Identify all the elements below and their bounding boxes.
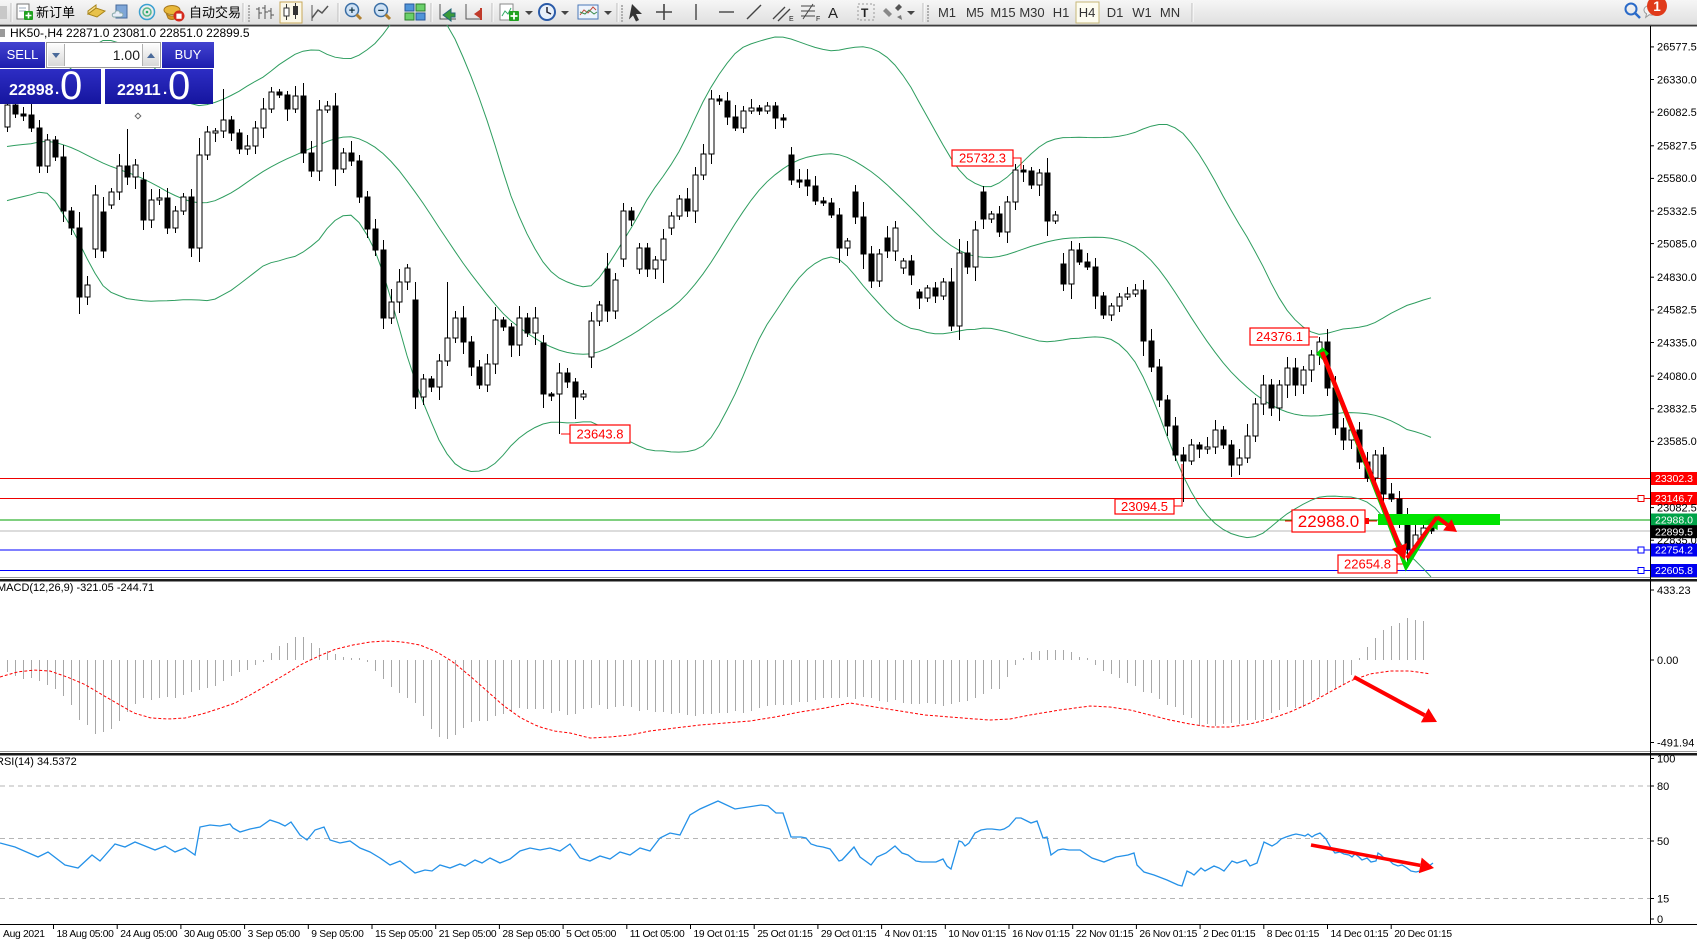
- svg-text:MACD(12,26,9) -321.05 -244.71: MACD(12,26,9) -321.05 -244.71: [0, 582, 154, 594]
- svg-text:RSI(14) 34.5372: RSI(14) 34.5372: [0, 756, 77, 768]
- svg-text:23585.0: 23585.0: [1657, 436, 1697, 448]
- svg-text:+: +: [349, 5, 355, 17]
- svg-text:25085.0: 25085.0: [1657, 238, 1697, 250]
- svg-text:9 Sep 05:00: 9 Sep 05:00: [311, 929, 364, 940]
- svg-text:M1: M1: [938, 5, 956, 20]
- svg-text:Aug 2021: Aug 2021: [3, 929, 45, 940]
- svg-text:E: E: [789, 16, 794, 23]
- svg-text:H1: H1: [1053, 5, 1070, 20]
- svg-text:19 Oct 01:15: 19 Oct 01:15: [694, 929, 750, 940]
- svg-text:24830.0: 24830.0: [1657, 272, 1697, 284]
- svg-text:25332.5: 25332.5: [1657, 206, 1697, 218]
- svg-text:8 Dec 01:15: 8 Dec 01:15: [1267, 929, 1320, 940]
- svg-text:M15: M15: [990, 5, 1015, 20]
- svg-text:18 Aug 05:00: 18 Aug 05:00: [57, 929, 115, 940]
- svg-text:25827.5: 25827.5: [1657, 141, 1697, 153]
- svg-text:MN: MN: [1160, 5, 1180, 20]
- svg-text:25732.3: 25732.3: [959, 151, 1006, 166]
- svg-text:−: −: [378, 5, 384, 17]
- svg-text:14 Dec 01:15: 14 Dec 01:15: [1331, 929, 1389, 940]
- svg-text:HK50-,H4 22871.0 23081.0 2285: HK50-,H4 22871.0 23081.0 22851.0 22899.5: [10, 26, 250, 40]
- svg-text:3 Sep 05:00: 3 Sep 05:00: [248, 929, 301, 940]
- svg-text:24080.0: 24080.0: [1657, 371, 1697, 383]
- svg-text:22899.5: 22899.5: [1655, 526, 1693, 538]
- svg-text:29 Oct 01:15: 29 Oct 01:15: [821, 929, 877, 940]
- svg-text:24335.0: 24335.0: [1657, 337, 1697, 349]
- svg-text:新订单: 新订单: [36, 5, 75, 20]
- svg-text:433.23: 433.23: [1657, 585, 1691, 597]
- svg-text:26330.0: 26330.0: [1657, 74, 1697, 86]
- svg-text:25 Oct 01:15: 25 Oct 01:15: [757, 929, 813, 940]
- svg-text:24582.5: 24582.5: [1657, 305, 1697, 317]
- svg-text:80: 80: [1657, 781, 1669, 793]
- svg-text:23832.5: 23832.5: [1657, 404, 1697, 416]
- svg-text:28 Sep 05:00: 28 Sep 05:00: [502, 929, 560, 940]
- svg-text:2 Dec 01:15: 2 Dec 01:15: [1203, 929, 1256, 940]
- svg-text:22605.8: 22605.8: [1655, 565, 1693, 577]
- svg-text:15 Sep 05:00: 15 Sep 05:00: [375, 929, 433, 940]
- svg-text:23082.5: 23082.5: [1657, 502, 1697, 514]
- svg-text:0.00: 0.00: [1657, 655, 1678, 667]
- svg-text:D1: D1: [1107, 5, 1124, 20]
- svg-text:T: T: [861, 6, 869, 20]
- svg-text:30 Aug 05:00: 30 Aug 05:00: [184, 929, 242, 940]
- svg-text:22 Nov 01:15: 22 Nov 01:15: [1076, 929, 1134, 940]
- svg-text:16 Nov 01:15: 16 Nov 01:15: [1012, 929, 1070, 940]
- svg-text:26577.5: 26577.5: [1657, 42, 1697, 54]
- svg-text:26082.5: 26082.5: [1657, 107, 1697, 119]
- svg-text:24 Aug 05:00: 24 Aug 05:00: [120, 929, 178, 940]
- svg-text:H4: H4: [1079, 5, 1096, 20]
- svg-text:23302.3: 23302.3: [1655, 473, 1693, 485]
- svg-text:M30: M30: [1019, 5, 1044, 20]
- svg-text:22754.2: 22754.2: [1655, 545, 1693, 557]
- svg-text:22835.0: 22835.0: [1657, 535, 1697, 547]
- svg-text:A: A: [828, 5, 838, 22]
- svg-text:23146.7: 23146.7: [1655, 493, 1693, 505]
- svg-text:23094.5: 23094.5: [1121, 499, 1168, 514]
- svg-text:M5: M5: [966, 5, 984, 20]
- svg-text:F: F: [816, 16, 820, 23]
- svg-text:23643.8: 23643.8: [577, 427, 624, 442]
- svg-text:50: 50: [1657, 836, 1669, 848]
- svg-text:20 Dec 01:15: 20 Dec 01:15: [1394, 929, 1452, 940]
- svg-text:5 Oct 05:00: 5 Oct 05:00: [566, 929, 617, 940]
- svg-text:4 Nov 01:15: 4 Nov 01:15: [885, 929, 938, 940]
- svg-text:24376.1: 24376.1: [1256, 329, 1303, 344]
- svg-text:100: 100: [1657, 753, 1675, 765]
- svg-text:22988.0: 22988.0: [1655, 515, 1693, 527]
- svg-text:-491.94: -491.94: [1657, 737, 1694, 749]
- svg-text:26 Nov 01:15: 26 Nov 01:15: [1139, 929, 1197, 940]
- svg-text:10 Nov 01:15: 10 Nov 01:15: [948, 929, 1006, 940]
- svg-text:自动交易: 自动交易: [189, 5, 241, 20]
- svg-text:25580.0: 25580.0: [1657, 173, 1697, 185]
- svg-text:W1: W1: [1132, 5, 1152, 20]
- svg-text:0: 0: [1657, 914, 1663, 926]
- svg-text:1: 1: [1653, 0, 1661, 14]
- svg-text:21 Sep 05:00: 21 Sep 05:00: [439, 929, 497, 940]
- svg-text:22988.0: 22988.0: [1298, 512, 1359, 531]
- svg-text:22654.8: 22654.8: [1344, 557, 1391, 572]
- svg-text:11 Oct 05:00: 11 Oct 05:00: [630, 929, 685, 940]
- svg-text:15: 15: [1657, 893, 1669, 905]
